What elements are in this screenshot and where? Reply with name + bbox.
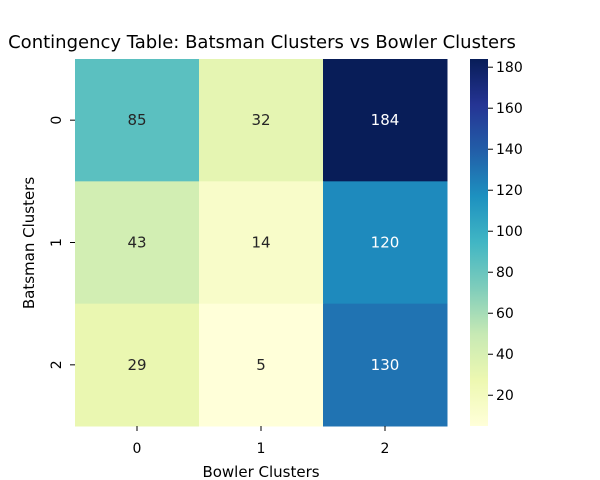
colorbar-tick-label: 120 — [496, 183, 523, 199]
cell-value-label: 5 — [256, 356, 266, 374]
heatmap-cell — [199, 303, 324, 427]
colorbar — [470, 59, 488, 426]
cell-value-label: 120 — [371, 234, 400, 252]
x-tick-label: 0 — [133, 441, 142, 457]
cell-value-label: 29 — [127, 356, 146, 374]
cell-value-label: 14 — [251, 234, 270, 252]
heatmap-cell — [75, 303, 200, 427]
colorbar-tick-label: 40 — [496, 347, 514, 363]
colorbar-tick-label: 80 — [496, 265, 514, 281]
x-tick-label: 2 — [381, 441, 390, 457]
y-tick-label: 2 — [49, 360, 65, 369]
colorbar-tick-label: 60 — [496, 306, 514, 322]
heatmap-cell — [323, 181, 448, 305]
y-tick-label: 1 — [49, 238, 65, 247]
cell-value-label: 184 — [371, 111, 400, 129]
heatmap-cell — [75, 59, 200, 182]
heatmap-cell — [199, 59, 324, 182]
colorbar-tick-label: 20 — [496, 388, 514, 404]
heatmap-cell — [323, 303, 448, 427]
colorbar-tick-label: 160 — [496, 101, 523, 117]
chart-title: Contingency Table: Batsman Clusters vs B… — [8, 32, 516, 53]
cell-value-label: 43 — [127, 234, 146, 252]
x-axis-ticks: 0 1 2 — [133, 426, 390, 457]
x-axis-label: Bowler Clusters — [202, 463, 319, 480]
heatmap-cell — [323, 59, 448, 182]
y-axis-label: Batsman Clusters — [20, 177, 38, 309]
colorbar-ticks: 20 40 60 80 100 120 140 160 180 — [488, 60, 523, 404]
colorbar-tick-label: 100 — [496, 224, 523, 240]
heatmap-cells: 85 32 184 43 14 120 29 5 130 — [75, 59, 448, 427]
heatmap-cell — [199, 181, 324, 305]
y-tick-label: 0 — [49, 116, 65, 125]
cell-value-label: 130 — [371, 356, 400, 374]
x-tick-label: 1 — [257, 441, 266, 457]
heatmap-cell — [75, 181, 200, 305]
cell-value-label: 85 — [127, 111, 146, 129]
cell-value-label: 32 — [251, 111, 270, 129]
colorbar-tick-label: 180 — [496, 60, 523, 76]
colorbar-tick-label: 140 — [496, 142, 523, 158]
y-axis-ticks: 0 1 2 — [49, 116, 75, 369]
